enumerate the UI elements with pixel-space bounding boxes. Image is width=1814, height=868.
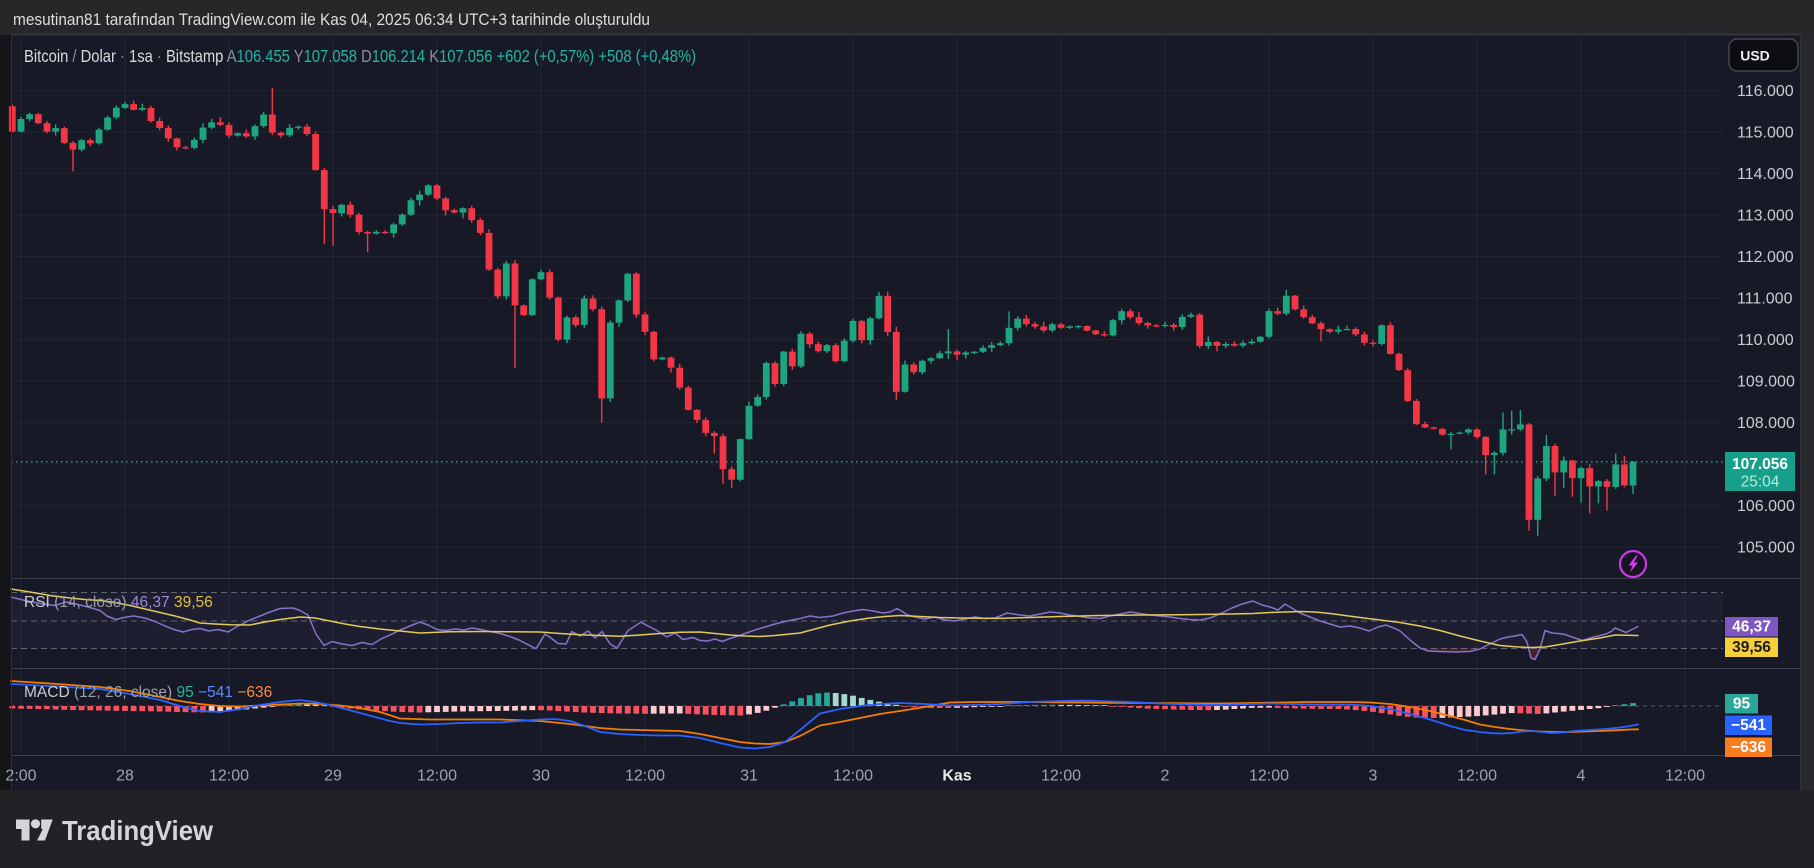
svg-text:MACD (12, 26, close) 95 −541: MACD (12, 26, close) 95 −541 −636 [24, 684, 272, 701]
svg-text:12:00: 12:00 [1665, 768, 1705, 785]
svg-text:12:00: 12:00 [209, 768, 249, 785]
svg-text:113.000: 113.000 [1737, 208, 1794, 225]
svg-text:12:00: 12:00 [1249, 768, 1289, 785]
svg-text:−636: −636 [1731, 739, 1766, 756]
svg-text:115.000: 115.000 [1737, 125, 1794, 142]
svg-text:25:04: 25:04 [1741, 474, 1780, 491]
svg-text:12:00: 12:00 [417, 768, 457, 785]
svg-text:106.000: 106.000 [1737, 498, 1795, 515]
svg-text:114.000: 114.000 [1737, 166, 1794, 183]
svg-text:12:00: 12:00 [1041, 768, 1081, 785]
svg-text:3: 3 [1369, 768, 1378, 785]
svg-text:TradingView: TradingView [62, 815, 213, 846]
svg-text:mesutinan81 tarafından Trading: mesutinan81 tarafından TradingView.com i… [13, 11, 650, 29]
svg-text:108.000: 108.000 [1737, 415, 1795, 432]
svg-text:2:00: 2:00 [5, 768, 36, 785]
svg-text:USD: USD [1740, 48, 1770, 64]
svg-text:Kas: Kas [942, 768, 971, 785]
svg-text:28: 28 [116, 768, 134, 785]
svg-text:12:00: 12:00 [1457, 768, 1497, 785]
svg-text:105.000: 105.000 [1737, 540, 1795, 557]
svg-text:30: 30 [532, 768, 550, 785]
svg-text:111.000: 111.000 [1737, 291, 1793, 308]
svg-text:Bitcoin / Dolar · 1sa · Bitsta: Bitcoin / Dolar · 1sa · Bitstamp A106.45… [24, 46, 696, 66]
svg-text:29: 29 [324, 768, 342, 785]
svg-text:107.056: 107.056 [1732, 456, 1788, 473]
svg-text:2: 2 [1161, 768, 1170, 785]
svg-text:46,37: 46,37 [1732, 619, 1771, 636]
svg-text:95: 95 [1733, 696, 1751, 713]
svg-text:12:00: 12:00 [833, 768, 873, 785]
svg-text:116.000: 116.000 [1737, 83, 1794, 100]
svg-text:31: 31 [740, 768, 758, 785]
svg-text:12:00: 12:00 [625, 768, 665, 785]
svg-text:39,56: 39,56 [1732, 639, 1771, 656]
svg-text:112.000: 112.000 [1737, 249, 1794, 266]
svg-text:110.000: 110.000 [1737, 332, 1794, 349]
svg-text:109.000: 109.000 [1737, 374, 1795, 391]
svg-text:−541: −541 [1731, 717, 1766, 734]
svg-text:4: 4 [1577, 768, 1586, 785]
svg-text:RSI (14, close) 46,37 39,56: RSI (14, close) 46,37 39,56 [24, 594, 213, 611]
